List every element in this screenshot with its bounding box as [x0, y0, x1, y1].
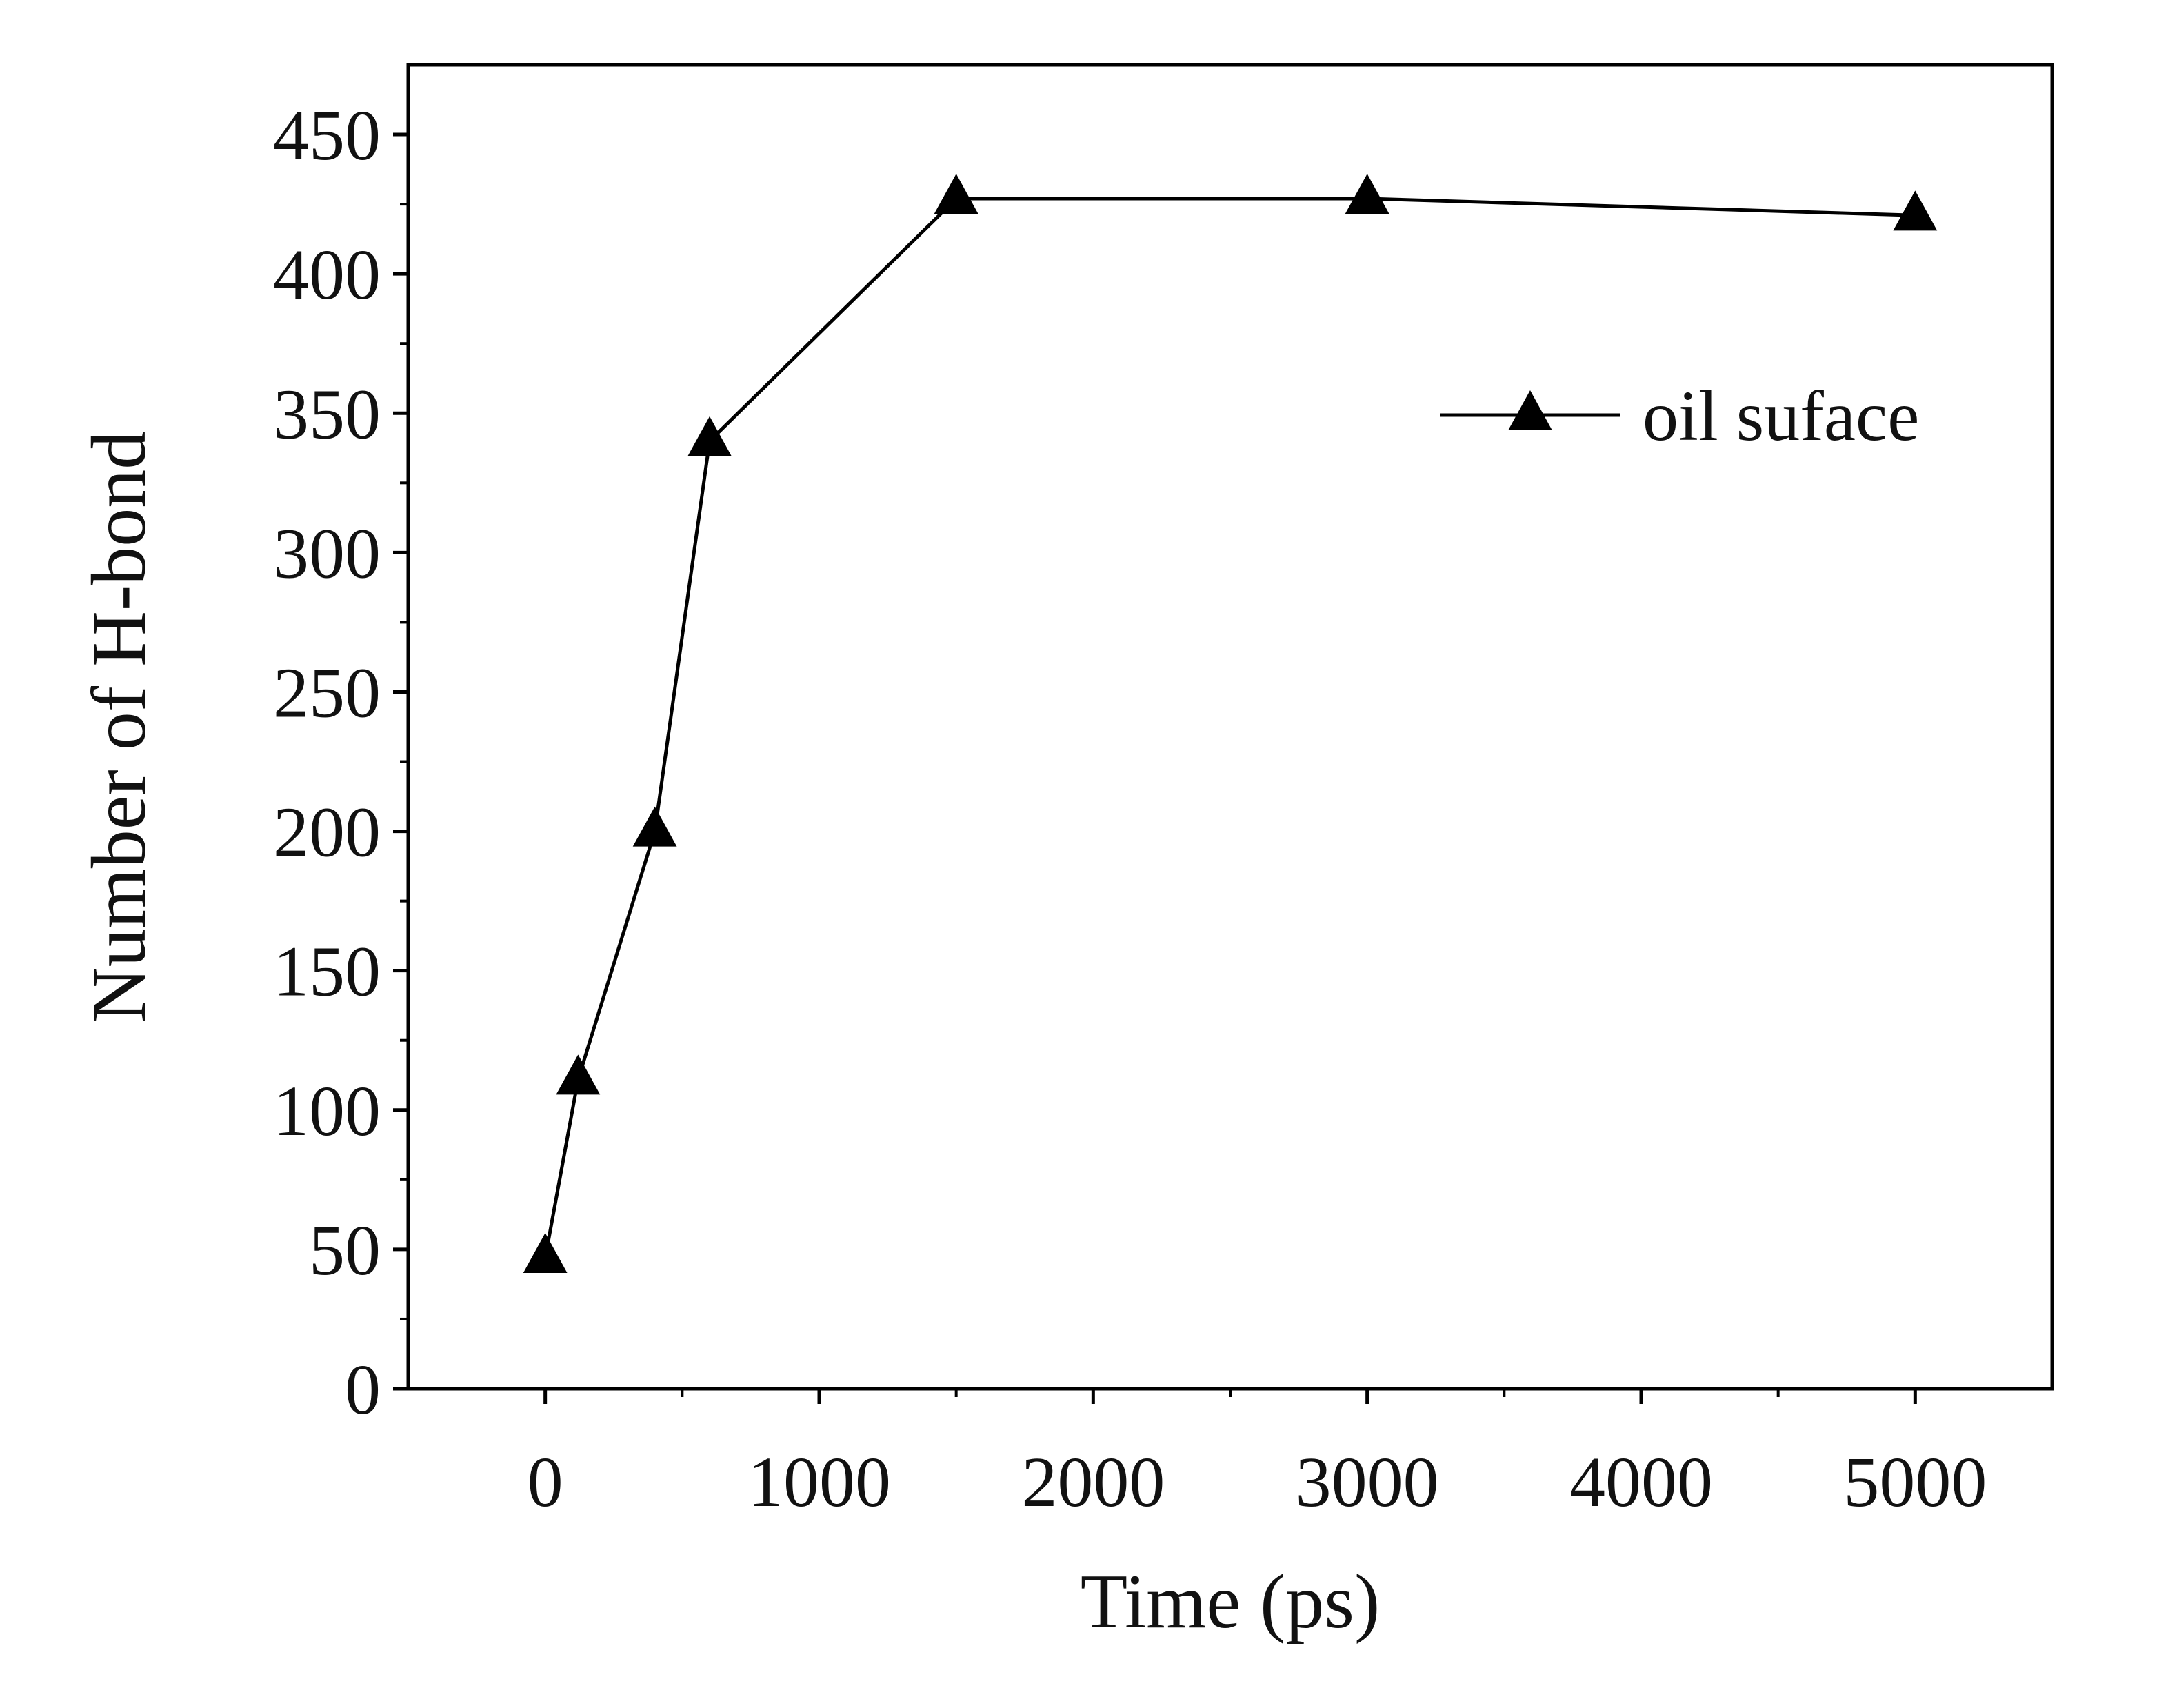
y-tick-label: 200 — [273, 793, 381, 872]
x-tick-label: 1000 — [747, 1443, 891, 1522]
y-tick-label: 100 — [273, 1072, 381, 1151]
legend-triangle-marker — [1508, 390, 1552, 431]
data-point-triangle — [934, 174, 978, 214]
y-tick-label: 350 — [273, 374, 381, 454]
x-tick-label: 0 — [528, 1443, 563, 1522]
y-tick-label: 300 — [273, 514, 381, 593]
x-tick-label: 5000 — [1843, 1443, 1987, 1522]
data-point-triangle — [1893, 190, 1938, 231]
data-point-triangle — [1345, 174, 1389, 214]
tick-labels: 0 50 100 150 200 250 300 350 400 450 0 1000 2000 3000… — [273, 96, 1987, 1522]
legend: oil suface — [1440, 376, 1919, 456]
x-axis-title: Time (ps) — [1081, 1559, 1381, 1645]
data-point-triangle — [687, 416, 732, 456]
y-tick-label: 50 — [309, 1211, 381, 1290]
legend-label: oil suface — [1643, 376, 1919, 456]
y-tick-label: 450 — [273, 96, 381, 175]
y-tick-label: 0 — [345, 1350, 381, 1429]
y-axis-title: Number of H-bond — [77, 431, 162, 1023]
y-tick-label: 150 — [273, 932, 381, 1012]
axis-ticks — [393, 132, 1917, 1404]
series-layer — [523, 174, 1938, 1274]
data-point-triangle — [523, 1233, 568, 1274]
y-tick-label: 250 — [273, 653, 381, 732]
data-point-triangle — [556, 1054, 601, 1095]
x-tick-label: 3000 — [1296, 1443, 1439, 1522]
data-point-triangle — [632, 806, 677, 847]
x-tick-label: 2000 — [1021, 1443, 1165, 1522]
series-line — [543, 197, 1916, 1258]
y-tick-label: 400 — [273, 235, 381, 314]
plot-frame — [406, 63, 2054, 1391]
x-tick-label: 4000 — [1569, 1443, 1713, 1522]
